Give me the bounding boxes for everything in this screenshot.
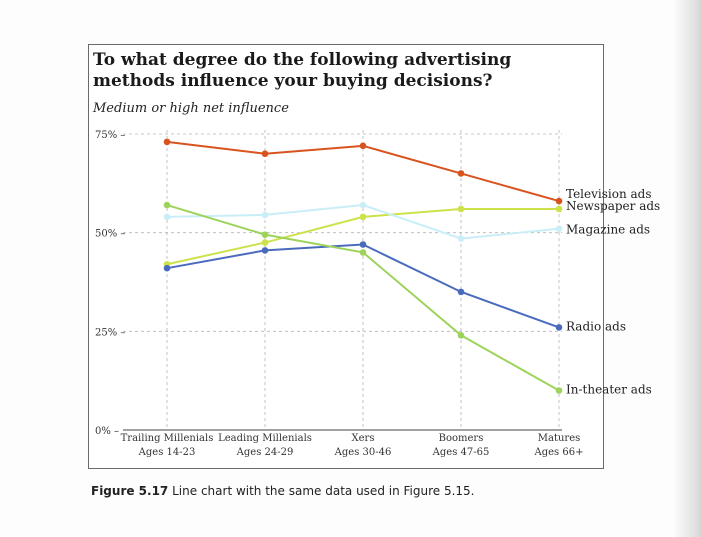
data-point xyxy=(555,225,563,233)
data-point xyxy=(359,213,367,221)
data-point xyxy=(163,201,171,209)
x-tick-sublabel: Ages 30-46 xyxy=(334,447,392,458)
page-edge-shadow xyxy=(675,0,701,537)
data-point xyxy=(163,138,171,146)
x-tick-label: Leading Millenials xyxy=(218,433,312,444)
chart-title: To what degree do the following advertis… xyxy=(93,50,512,91)
figure-frame xyxy=(88,44,604,469)
data-point xyxy=(359,201,367,209)
y-tick-label: 75% – xyxy=(95,130,125,141)
series-label: Newspaper ads xyxy=(566,199,660,213)
x-tick-label: Xers xyxy=(352,433,375,444)
data-point xyxy=(555,324,563,331)
data-point xyxy=(457,170,465,177)
y-tick-label: 25% – xyxy=(95,327,125,338)
y-tick-label: 0% – xyxy=(95,426,119,437)
data-point xyxy=(457,331,465,339)
data-point xyxy=(359,142,367,150)
data-point xyxy=(163,213,171,221)
data-point xyxy=(261,247,269,254)
caption-text: Line chart with the same data used in Fi… xyxy=(172,484,475,498)
caption-label: Figure 5.17 xyxy=(91,484,169,498)
series-label: In-theater ads xyxy=(566,383,652,397)
y-tick-label: 50% – xyxy=(95,229,125,240)
x-tick-sublabel: Ages 14-23 xyxy=(138,447,196,458)
data-point xyxy=(457,288,465,296)
data-point xyxy=(261,150,269,158)
data-point xyxy=(457,235,465,242)
x-tick-sublabel: Ages 66+ xyxy=(534,447,584,458)
data-point xyxy=(457,205,465,213)
data-point xyxy=(555,387,563,394)
chart-subtitle: Medium or high net influence xyxy=(93,101,289,116)
x-tick-label: Matures xyxy=(538,433,581,444)
x-tick-label: Trailing Millenials xyxy=(121,433,214,444)
x-tick-sublabel: Ages 47-65 xyxy=(432,447,490,458)
data-point xyxy=(359,241,367,248)
data-point xyxy=(555,205,563,213)
figure-caption: Figure 5.17 Line chart with the same dat… xyxy=(91,484,475,498)
x-tick-sublabel: Ages 24-29 xyxy=(236,447,294,458)
series-label: Television ads xyxy=(566,187,652,201)
data-point xyxy=(261,211,269,219)
data-point xyxy=(261,239,269,246)
series-label: Magazine ads xyxy=(566,223,650,237)
data-point xyxy=(261,231,269,238)
data-point xyxy=(163,264,171,272)
series-label: Radio ads xyxy=(566,319,626,333)
x-tick-label: Boomers xyxy=(439,433,484,444)
data-point xyxy=(359,249,367,256)
data-point xyxy=(555,197,563,205)
